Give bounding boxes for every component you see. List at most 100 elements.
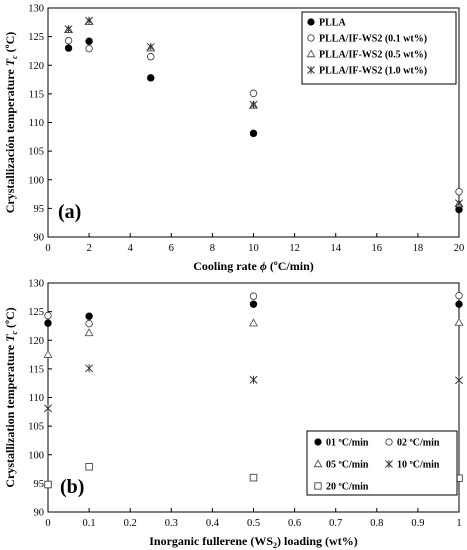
y-tick-label: 100 xyxy=(28,450,44,461)
y-axis-label: Crystallización temperature Tc (ºC) xyxy=(3,32,19,214)
panel-label: (b) xyxy=(60,476,84,498)
x-tick-label: 14 xyxy=(330,243,341,254)
data-point xyxy=(64,25,73,34)
data-point xyxy=(249,100,258,109)
data-point xyxy=(44,311,52,320)
series-2 xyxy=(64,36,463,196)
legend-marker xyxy=(307,34,315,42)
chart-panel-a: 0 2 4 6 8 10 12 14 16 18 20 90 95 100 105 110 115 120 125 1… xyxy=(3,4,464,274)
legend-marker xyxy=(313,459,323,468)
x-tick-label: 0.2 xyxy=(124,518,137,529)
legend-marker xyxy=(385,460,393,468)
data-point xyxy=(64,36,73,45)
data-point xyxy=(249,129,258,138)
panel-label: (a) xyxy=(58,201,81,223)
series-4 xyxy=(64,16,463,208)
x-tick-label: 0.5 xyxy=(247,518,260,529)
legend-entry: PLLA xyxy=(319,18,346,29)
data-point xyxy=(455,199,463,208)
y-tick-label: 90 xyxy=(34,508,45,519)
x-tick-label: 0.6 xyxy=(288,518,301,529)
x-tick-label: 4 xyxy=(128,243,134,254)
y-tick-label: 120 xyxy=(28,61,44,72)
x-tick-label: 0.8 xyxy=(370,518,383,529)
y-tick-label: 100 xyxy=(28,175,44,186)
data-point xyxy=(455,300,463,308)
series-3 xyxy=(43,317,464,358)
x-tick-label: 0.1 xyxy=(83,518,96,529)
data-point xyxy=(455,291,463,300)
data-point xyxy=(146,42,155,51)
data-point xyxy=(248,318,259,327)
data-point xyxy=(249,473,258,482)
data-point xyxy=(44,404,52,413)
legend-marker xyxy=(385,438,393,446)
legend-marker xyxy=(307,66,315,74)
x-axis-label: Inorganic fullerene (WS2) loading (wt%) xyxy=(149,534,357,550)
y-tick-label: 95 xyxy=(34,204,45,215)
y-tick-label: 125 xyxy=(28,307,44,318)
legend-marker xyxy=(314,438,322,446)
series-2 xyxy=(44,291,463,328)
data-point xyxy=(146,52,155,61)
data-point xyxy=(85,44,93,53)
x-tick-label: 0.3 xyxy=(165,518,178,529)
x-tick-label: 12 xyxy=(289,243,300,254)
x-tick-label: 16 xyxy=(372,243,383,254)
x-tick-label: 1 xyxy=(456,518,461,529)
y-tick-label: 125 xyxy=(28,32,44,43)
data-point xyxy=(249,292,258,300)
x-tick-label: 20 xyxy=(454,243,465,254)
series-1 xyxy=(64,37,463,214)
y-axis-label: Crystallization temperature Tc (ºC) xyxy=(3,307,19,487)
y-tick-label: 105 xyxy=(28,147,44,158)
legend-entry: 10 ºC/min xyxy=(397,460,440,471)
legend-entry: PLLA/IF-WS2 (0.5 wt%) xyxy=(319,50,427,61)
x-tick-label: 0.4 xyxy=(206,518,220,529)
y-tick-label: 115 xyxy=(29,364,44,375)
legend: 01 ºC/min 02 ºC/min 05 ºC/min 10 ºC/min 20 º… xyxy=(306,430,458,496)
legend-marker xyxy=(306,49,316,58)
data-point xyxy=(249,375,258,384)
data-point xyxy=(43,349,53,358)
legend: PLLA PLLA/IF-WS2 (0.1 wt%) PLLA/IF-WS2 (0.… xyxy=(301,11,457,85)
legend-marker xyxy=(307,18,315,26)
x-axis-label: Cooling rate ϕ (ºC/min) xyxy=(193,259,314,273)
data-point xyxy=(64,44,73,52)
x-tick-label: 8 xyxy=(210,243,215,254)
data-point xyxy=(249,300,258,308)
data-point xyxy=(85,319,93,328)
legend-box xyxy=(301,11,457,85)
x-tick-label: 2 xyxy=(86,243,91,254)
y-tick-label: 90 xyxy=(34,233,45,244)
data-point xyxy=(249,89,258,98)
x-tick-label: 18 xyxy=(413,243,424,254)
data-point xyxy=(454,317,464,326)
x-tick-label: 10 xyxy=(248,243,259,254)
chart-panel-b: 0 0.1 0.2 0.3 0.4 0.5 0.6 0.7 0.8 0.9 1 90 95 100 105 1… xyxy=(3,279,464,550)
data-point xyxy=(44,319,52,327)
x-tick-label: 0 xyxy=(45,243,50,254)
x-tick-label: 0.9 xyxy=(411,518,424,529)
y-tick-label: 105 xyxy=(28,422,44,433)
y-tick-label: 95 xyxy=(34,479,45,490)
data-point xyxy=(84,328,94,337)
y-tick-label: 115 xyxy=(29,89,44,100)
legend-entry: PLLA/IF-WS2 (1.0 wt%) xyxy=(319,66,427,77)
legend-entry: 05 ºC/min xyxy=(326,460,369,471)
data-point xyxy=(85,312,93,320)
legend-entry: 01 ºC/min xyxy=(326,438,369,449)
data-point xyxy=(85,37,93,45)
x-tick-label: 0 xyxy=(45,518,50,529)
series-4 xyxy=(44,364,463,413)
y-tick-label: 130 xyxy=(28,279,44,290)
y-tick-label: 110 xyxy=(29,393,44,404)
x-tick-label: 6 xyxy=(169,243,174,254)
y-tick-label: 120 xyxy=(28,336,44,347)
legend-entry: PLLA/IF-WS2 (0.1 wt%) xyxy=(319,34,427,45)
data-point xyxy=(85,463,93,471)
data-point xyxy=(85,364,94,373)
series-1 xyxy=(44,300,463,327)
data-point xyxy=(147,74,155,82)
